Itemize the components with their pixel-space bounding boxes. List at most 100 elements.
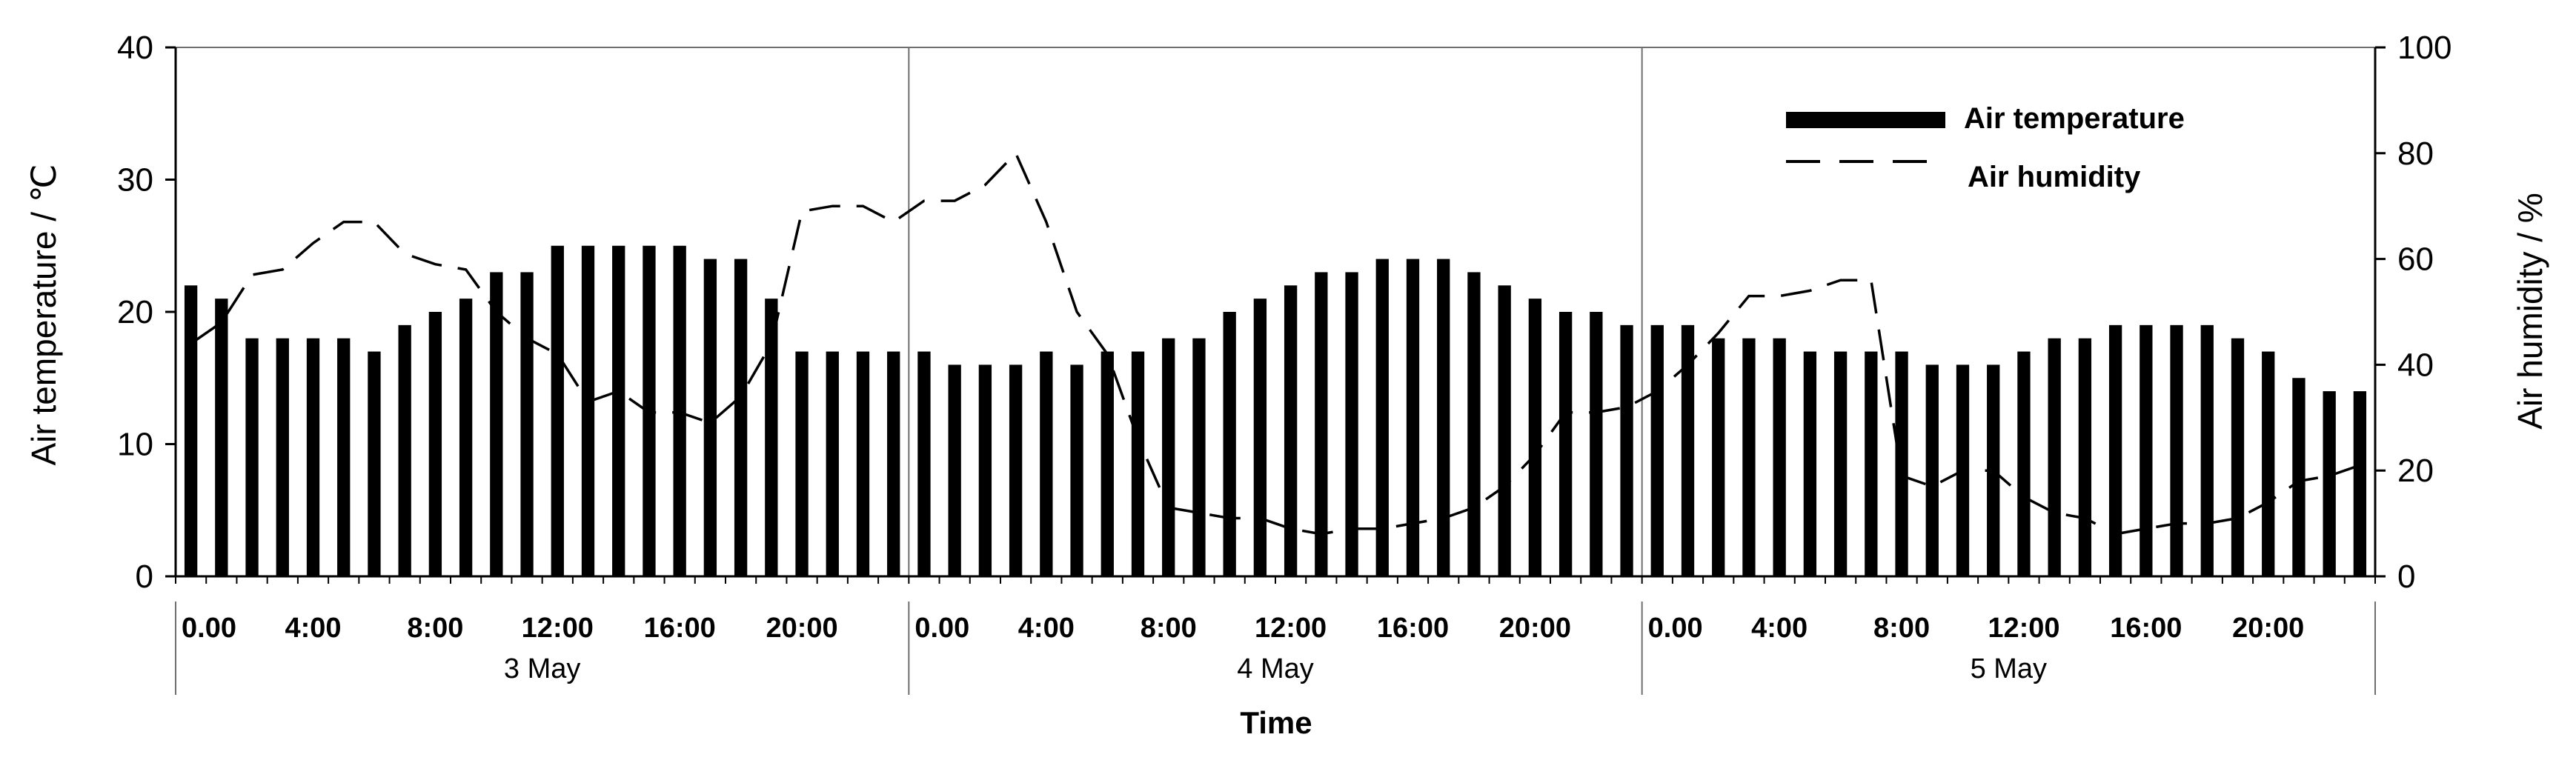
temperature-bar	[1375, 259, 1389, 576]
temperature-bar	[734, 259, 748, 576]
temperature-bar	[2353, 391, 2367, 576]
x-tick-label: 8:00	[407, 613, 463, 644]
temperature-bar	[1528, 299, 1542, 576]
temperature-bar	[1192, 338, 1206, 576]
x-tick-label: 0.00	[182, 613, 236, 644]
temperature-bar	[581, 245, 595, 576]
x-tick-label: 4:00	[1751, 613, 1807, 644]
temperature-bar	[2200, 324, 2214, 576]
y-right-tick-label: 0	[2397, 559, 2415, 595]
temperature-bar	[1101, 351, 1114, 576]
x-tick-label: 12:00	[1255, 613, 1327, 644]
temperature-bar	[1406, 259, 1420, 576]
temperature-bar	[2017, 351, 2031, 576]
temperature-bar	[978, 364, 992, 576]
y-axis-left-label: Air temperature / ℃	[24, 164, 63, 465]
y-left-tick-label: 30	[117, 162, 153, 199]
x-tick-label: 16:00	[2110, 613, 2182, 644]
temperature-bar	[1742, 338, 1756, 576]
temperature-bar	[795, 351, 809, 576]
axes: 0 10 20 30 40 0 20 40 60 80 100 0.00 4:00 8:00 12:00 16…	[117, 30, 2451, 695]
temperature-bar	[1467, 272, 1481, 576]
temperature-bar	[1620, 324, 1633, 576]
x-tick-label: 16:00	[644, 613, 716, 644]
x-tick-label: 8:00	[1873, 613, 1930, 644]
humidity-line-group	[190, 150, 2360, 536]
temperature-bar	[1712, 338, 1725, 576]
x-tick-label: 16:00	[1377, 613, 1449, 644]
temperature-bar	[1345, 272, 1358, 576]
temperature-bar	[673, 245, 686, 576]
temperature-bar	[1223, 312, 1236, 576]
temperature-bar	[2108, 324, 2122, 576]
temperature-bar	[1590, 312, 1603, 576]
day-label: 5 May	[1971, 653, 2047, 684]
temperature-bars	[184, 245, 2367, 576]
x-tick-label: 4:00	[1018, 613, 1075, 644]
temperature-bar	[1803, 351, 1817, 576]
temperature-bar	[1253, 299, 1267, 576]
legend-label-air-humidity: Air humidity	[1968, 161, 2141, 193]
y-right-tick-label: 60	[2397, 241, 2434, 278]
temperature-bar	[1040, 351, 1053, 576]
temperature-bar	[1498, 285, 1511, 576]
temperature-bar	[1162, 338, 1175, 576]
x-tick-label: 20:00	[2232, 613, 2304, 644]
x-tick-label: 0.00	[914, 613, 969, 644]
y-right-tick-label: 80	[2397, 136, 2434, 172]
x-tick-label: 4:00	[285, 613, 341, 644]
x-tick-label: 12:00	[522, 613, 594, 644]
temperature-bar	[428, 312, 442, 576]
temperature-bar	[703, 259, 717, 576]
x-tick-label: 0.00	[1648, 613, 1703, 644]
y-axis-right-label: Air humidity / %	[2511, 193, 2549, 430]
temperature-bar	[398, 324, 411, 576]
temperature-bar	[2292, 378, 2306, 576]
temperature-bar	[1681, 324, 1695, 576]
temperature-bar	[765, 299, 778, 576]
x-tick-label: 20:00	[766, 613, 837, 644]
x-tick-label: 8:00	[1141, 613, 1197, 644]
temperature-bar	[2078, 338, 2092, 576]
temperature-bar	[2262, 351, 2275, 576]
temperature-bar	[2323, 391, 2336, 576]
temperature-bar	[520, 272, 534, 576]
x-axis-title: Time	[1240, 705, 1312, 740]
temperature-bar	[245, 338, 259, 576]
temperature-bar	[1833, 351, 1848, 576]
temperature-bar	[1650, 324, 1664, 576]
temperature-bar	[337, 338, 351, 576]
legend-label-air-temperature: Air temperature	[1964, 102, 2185, 135]
y-left-tick-label: 10	[117, 427, 153, 463]
temperature-bar	[1284, 285, 1298, 576]
temperature-bar	[1131, 351, 1145, 576]
legend: Air temperature Air humidity	[1786, 102, 2185, 193]
y-left-tick-label: 40	[117, 30, 153, 66]
y-left-tick-label: 20	[117, 294, 153, 330]
temperature-bar	[612, 245, 625, 576]
temperature-bar	[215, 299, 228, 576]
legend-swatch-air-temperature	[1786, 112, 1945, 128]
y-right-tick-label: 20	[2397, 453, 2434, 489]
temperature-bar	[1773, 338, 1786, 576]
humidity-line	[190, 150, 2360, 536]
temperature-bar	[917, 351, 931, 576]
temperature-bar	[368, 351, 381, 576]
temperature-bar	[1315, 272, 1328, 576]
temperature-bar	[1865, 351, 1878, 576]
temperature-bar	[948, 364, 961, 576]
temperature-bar	[2231, 338, 2245, 576]
y-right-tick-label: 100	[2397, 30, 2451, 66]
y-left-tick-label: 0	[136, 559, 153, 595]
temperature-bar	[1895, 351, 1908, 576]
temperature-bar	[1925, 364, 1939, 576]
temperature-bar	[887, 351, 900, 576]
temperature-bar	[184, 285, 198, 576]
temperature-bar	[856, 351, 870, 576]
day-label: 3 May	[504, 653, 580, 684]
x-tick-label: 12:00	[1988, 613, 2059, 644]
y-right-tick-label: 40	[2397, 347, 2434, 383]
temperature-bar	[1009, 364, 1023, 576]
temperature-bar	[459, 299, 473, 576]
